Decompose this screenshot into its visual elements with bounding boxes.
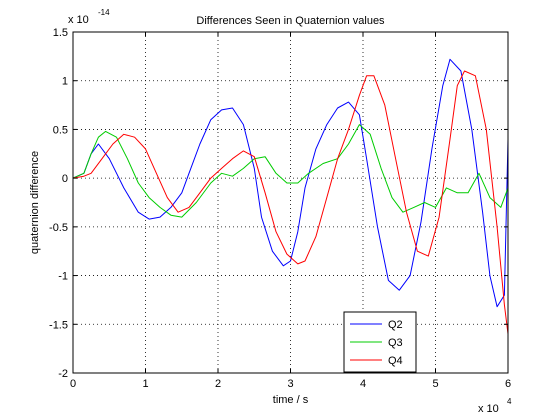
y-axis-multiplier: x 10 -14 xyxy=(68,8,110,26)
x-tick-label: 2 xyxy=(215,378,221,390)
y-tick-label: 0.5 xyxy=(53,124,68,136)
y-multiplier-exponent: -14 xyxy=(98,8,110,17)
x-multiplier-exponent: 4 xyxy=(507,397,512,406)
x-tick-label: 4 xyxy=(360,378,366,390)
y-axis-label: quaternion difference xyxy=(29,151,41,254)
legend-label-q2: Q2 xyxy=(388,319,403,331)
series-line-q3 xyxy=(72,124,509,218)
axis-ticks: 0 1 2 3 4 5 6 -2 -1.5 -1 -0.5 0 0.5 1 1.5 xyxy=(49,27,511,390)
x-tick-label: 1 xyxy=(142,378,148,390)
y-tick-label: -0.5 xyxy=(49,222,68,234)
chart-title: Differences Seen in Quaternion values xyxy=(196,15,385,27)
series-line-q2 xyxy=(72,58,509,308)
x-axis-multiplier: x 10 4 xyxy=(478,397,512,415)
y-tick-label: 0 xyxy=(62,173,68,185)
y-tick-label: -1 xyxy=(58,271,68,283)
legend-label-q4: Q4 xyxy=(388,355,403,367)
x-axis-label: time / s xyxy=(273,394,309,406)
y-tick-label: 1 xyxy=(62,76,68,88)
legend: Q2 Q3 Q4 xyxy=(343,311,417,373)
x-tick-label: 5 xyxy=(432,378,438,390)
x-tick-label: 6 xyxy=(505,378,511,390)
x-multiplier-base: x 10 xyxy=(478,403,499,415)
x-tick-label: 3 xyxy=(287,378,293,390)
x-tick-label: 0 xyxy=(70,378,76,390)
grid-lines xyxy=(73,32,508,373)
legend-label-q3: Q3 xyxy=(388,337,403,349)
series-line-q4 xyxy=(72,70,509,335)
y-tick-label: 1.5 xyxy=(53,27,68,39)
y-multiplier-base: x 10 xyxy=(68,14,89,26)
y-tick-label: -1.5 xyxy=(49,319,68,331)
y-tick-label: -2 xyxy=(58,368,68,380)
series-lines xyxy=(72,58,509,335)
